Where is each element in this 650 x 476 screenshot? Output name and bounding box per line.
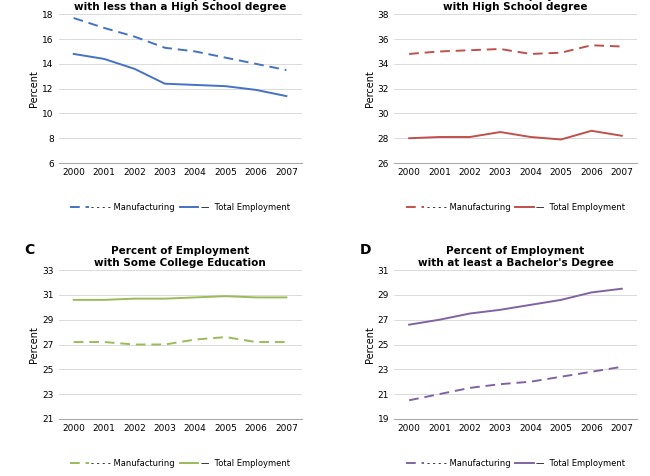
Y-axis label: Percent: Percent <box>29 326 40 363</box>
Text: C: C <box>25 243 34 258</box>
Legend: - - - - Manufacturing, —  Total Employment: - - - - Manufacturing, — Total Employmen… <box>402 200 629 216</box>
Title: Percent of Employment
with less than a High School degree: Percent of Employment with less than a H… <box>74 0 286 12</box>
Title: Percent of Employment
with Some College Education: Percent of Employment with Some College … <box>94 247 266 268</box>
Text: D: D <box>360 243 371 258</box>
Legend: - - - - Manufacturing, —  Total Employment: - - - - Manufacturing, — Total Employmen… <box>402 456 629 471</box>
Legend: - - - - Manufacturing, —  Total Employment: - - - - Manufacturing, — Total Employmen… <box>67 200 293 216</box>
Y-axis label: Percent: Percent <box>365 70 375 107</box>
Y-axis label: Percent: Percent <box>365 326 375 363</box>
Legend: - - - - Manufacturing, —  Total Employment: - - - - Manufacturing, — Total Employmen… <box>67 456 293 471</box>
Y-axis label: Percent: Percent <box>29 70 40 107</box>
Text: A: A <box>25 0 35 1</box>
Title: Percent of Employment
with at least a Bachelor's Degree: Percent of Employment with at least a Ba… <box>417 247 614 268</box>
Title: Percent of Employment
with High School degree: Percent of Employment with High School d… <box>443 0 588 12</box>
Text: B: B <box>360 0 370 1</box>
